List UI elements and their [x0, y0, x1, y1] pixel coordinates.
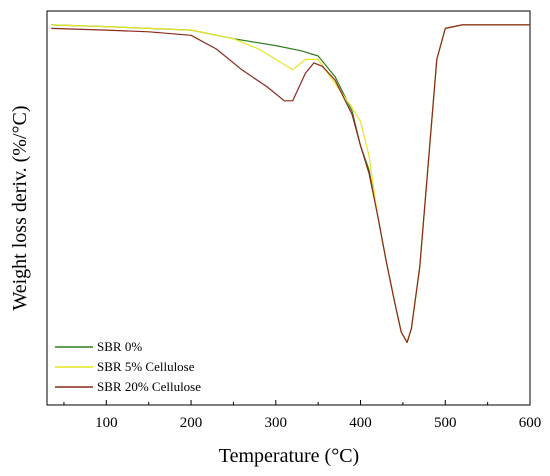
y-axis-title: Weight loss deriv. (%/°C) [9, 105, 31, 310]
series-line-3 [51, 24, 530, 343]
x-tick-label: 100 [95, 415, 118, 431]
legend-label: SBR 5% Cellulose [97, 359, 195, 374]
legend-label: SBR 0% [97, 339, 142, 354]
x-tick-label: 300 [265, 415, 288, 431]
x-tick-labels: 100 200 300 400 500 600 [95, 415, 541, 431]
x-tick-label: 500 [434, 415, 457, 431]
series-line-2 [51, 24, 530, 343]
x-tick-label: 600 [519, 415, 542, 431]
x-axis-title: Temperature (°C) [219, 445, 359, 467]
series-line-1 [51, 24, 530, 343]
legend: SBR 0% SBR 5% Cellulose SBR 20% Cellulose [55, 339, 201, 394]
ticks-layer [63, 400, 531, 405]
plot-frame [46, 10, 531, 406]
legend-label: SBR 20% Cellulose [97, 379, 201, 394]
series-layer [51, 24, 530, 343]
x-tick-label: 200 [180, 415, 203, 431]
x-tick-label: 400 [349, 415, 372, 431]
